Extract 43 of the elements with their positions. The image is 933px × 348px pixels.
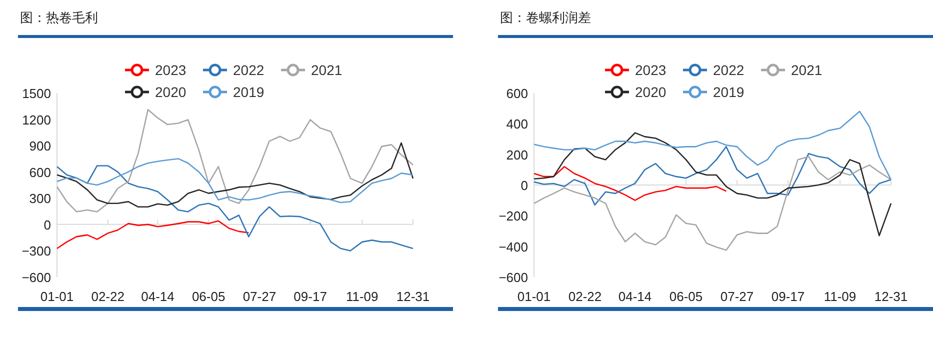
legend-label: 2019 xyxy=(713,84,744,100)
y-tick-label: −600 xyxy=(22,270,51,285)
x-tick-label: 02-22 xyxy=(91,289,124,304)
y-tick-label: 300 xyxy=(29,191,51,206)
y-tick-label: 1500 xyxy=(22,86,51,101)
y-tick-label: −300 xyxy=(22,244,51,259)
x-tick-label: 06-05 xyxy=(192,289,226,304)
chart-title: 图：卷螺利润差 xyxy=(500,10,591,25)
x-tick-label: 04-14 xyxy=(618,289,652,304)
y-tick-label: −200 xyxy=(498,208,528,224)
legend-label: 2021 xyxy=(791,62,822,78)
legend-label: 2023 xyxy=(155,62,186,78)
y-tick-label: 400 xyxy=(506,116,528,132)
x-tick-label: 11-09 xyxy=(824,289,856,304)
y-tick-label: 900 xyxy=(29,138,51,154)
x-tick-label: 01-01 xyxy=(517,289,551,304)
x-tick-label: 04-14 xyxy=(141,289,174,304)
legend-label: 2022 xyxy=(233,62,264,78)
legend-label: 2021 xyxy=(311,62,342,78)
legend-label: 2022 xyxy=(713,62,744,78)
x-tick-label: 06-05 xyxy=(669,289,703,304)
x-tick-label: 02-22 xyxy=(568,289,602,304)
y-tick-label: 200 xyxy=(506,147,528,162)
x-tick-label: 07-27 xyxy=(720,289,754,304)
y-tick-label: 600 xyxy=(506,86,528,101)
legend-label: 2023 xyxy=(635,62,666,78)
y-tick-label: −400 xyxy=(498,239,528,254)
x-tick-label: 07-27 xyxy=(242,289,276,304)
x-tick-label: 11-09 xyxy=(346,289,378,304)
legend-label: 2020 xyxy=(155,84,186,100)
x-tick-label: 12-31 xyxy=(874,289,908,304)
y-tick-label: 0 xyxy=(520,178,528,193)
y-tick-label: 600 xyxy=(29,164,51,180)
x-tick-label: 12-31 xyxy=(396,289,430,304)
x-tick-label: 09-17 xyxy=(294,289,327,304)
y-tick-label: 1200 xyxy=(22,112,51,128)
legend-label: 2020 xyxy=(635,84,666,100)
chart-title: 图：热卷毛利 xyxy=(20,10,98,25)
y-tick-label: 0 xyxy=(44,217,51,232)
legend-label: 2019 xyxy=(233,84,264,100)
x-tick-label: 09-17 xyxy=(771,289,805,304)
y-tick-label: −600 xyxy=(498,270,528,285)
x-tick-label: 01-01 xyxy=(40,289,74,304)
